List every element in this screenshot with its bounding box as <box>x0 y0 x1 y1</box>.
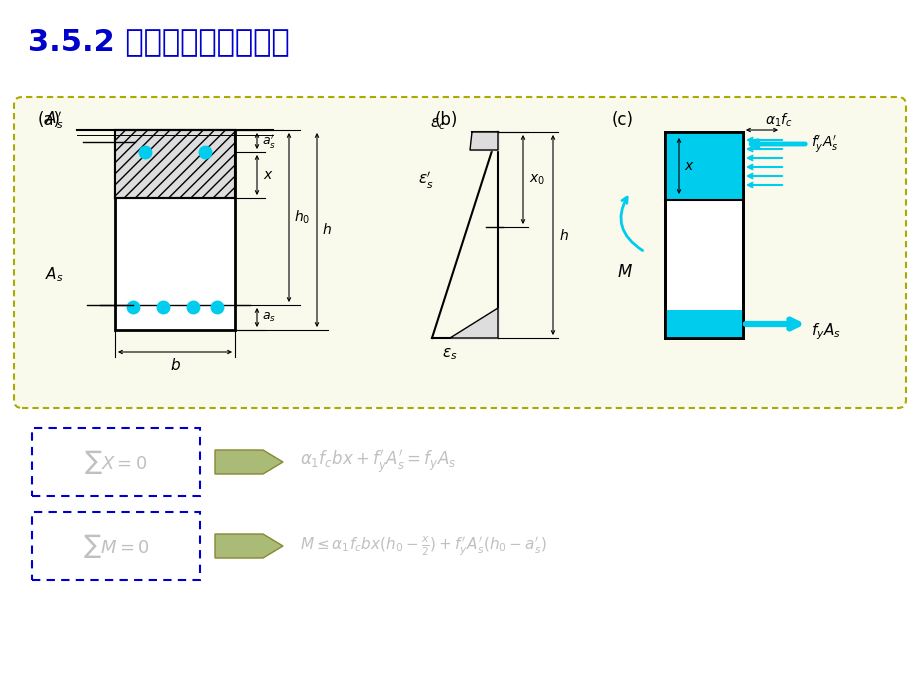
Polygon shape <box>664 310 743 338</box>
Text: $\sum X = 0$: $\sum X = 0$ <box>84 448 148 476</box>
Text: $\alpha_1 f_c bx + f_y' A_s' = f_y A_s$: $\alpha_1 f_c bx + f_y' A_s' = f_y A_s$ <box>300 448 456 475</box>
Polygon shape <box>664 132 743 200</box>
Text: $\sum M = 0$: $\sum M = 0$ <box>83 532 149 560</box>
Text: $h_0$: $h_0$ <box>294 209 310 226</box>
Polygon shape <box>215 450 283 474</box>
Text: $x_0$: $x_0$ <box>528 172 544 187</box>
Text: $x$: $x$ <box>263 168 273 182</box>
Text: $\varepsilon_c$: $\varepsilon_c$ <box>429 116 446 132</box>
Text: $a_s'$: $a_s'$ <box>262 132 276 150</box>
Polygon shape <box>115 130 234 198</box>
Text: $M$: $M$ <box>617 263 632 281</box>
Text: $f_yA_s$: $f_yA_s$ <box>811 322 840 342</box>
FancyBboxPatch shape <box>32 512 199 580</box>
FancyBboxPatch shape <box>14 97 905 408</box>
Text: $A_s$: $A_s$ <box>45 266 63 284</box>
FancyBboxPatch shape <box>32 428 199 496</box>
Text: (b): (b) <box>435 111 458 129</box>
Polygon shape <box>215 534 283 558</box>
Polygon shape <box>470 132 497 150</box>
Text: $h$: $h$ <box>322 222 332 237</box>
Text: $x$: $x$ <box>683 159 694 173</box>
Text: (a): (a) <box>38 111 61 129</box>
Text: $A_s'$: $A_s'$ <box>45 110 63 130</box>
Text: $\varepsilon_s$: $\varepsilon_s$ <box>441 346 457 362</box>
Text: 3.5.2 计算公式与适用条件: 3.5.2 计算公式与适用条件 <box>28 28 289 57</box>
Text: (c): (c) <box>611 111 633 129</box>
Polygon shape <box>664 132 743 338</box>
Polygon shape <box>115 130 234 330</box>
Text: $\alpha_1 f_c$: $\alpha_1 f_c$ <box>765 111 792 129</box>
Text: $\varepsilon_s'$: $\varepsilon_s'$ <box>417 170 433 190</box>
Polygon shape <box>449 308 497 338</box>
Text: $f_y'A_s'$: $f_y'A_s'$ <box>811 133 837 155</box>
Polygon shape <box>115 130 234 198</box>
Text: $a_s$: $a_s$ <box>262 311 276 324</box>
Text: $M \leq \alpha_1 f_c bx(h_0 - \frac{x}{2}) + f_y' A_s'(h_0 - a_s')$: $M \leq \alpha_1 f_c bx(h_0 - \frac{x}{2… <box>300 534 546 558</box>
Text: $b$: $b$ <box>169 357 180 373</box>
Text: $h$: $h$ <box>559 228 568 242</box>
